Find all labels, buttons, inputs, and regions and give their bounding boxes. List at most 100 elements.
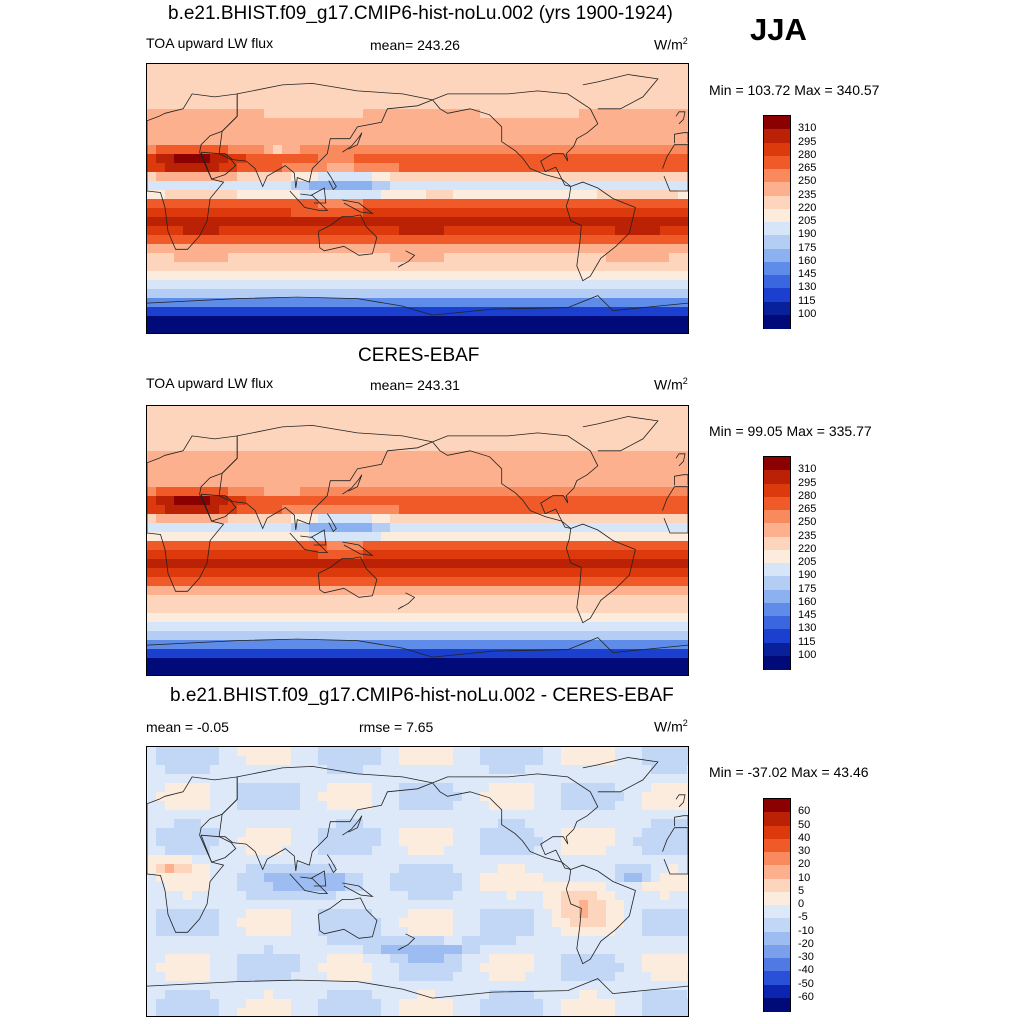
field-cell bbox=[327, 154, 337, 164]
field-cell bbox=[615, 505, 625, 515]
field-cell bbox=[426, 154, 436, 164]
field-cell bbox=[201, 783, 211, 793]
field-cell bbox=[453, 172, 463, 182]
field-cell bbox=[489, 613, 499, 623]
field-cell bbox=[552, 100, 562, 110]
field-cell bbox=[291, 882, 301, 892]
field-cell bbox=[282, 631, 292, 641]
field-cell bbox=[282, 253, 292, 263]
field-cell bbox=[651, 145, 661, 155]
field-cell bbox=[507, 909, 517, 919]
field-cell bbox=[300, 514, 310, 524]
field-cell bbox=[165, 478, 175, 488]
field-cell bbox=[408, 451, 418, 461]
field-cell bbox=[300, 442, 310, 452]
field-cell bbox=[228, 631, 238, 641]
field-cell bbox=[381, 900, 391, 910]
field-cell bbox=[498, 918, 508, 928]
field-cell bbox=[210, 774, 220, 784]
field-cell bbox=[687, 855, 688, 865]
colorbar-tick-label: 190 bbox=[798, 228, 817, 241]
field-cell bbox=[417, 442, 427, 452]
field-cell bbox=[147, 64, 157, 74]
field-cell bbox=[219, 307, 229, 317]
field-cell bbox=[201, 460, 211, 470]
field-cell bbox=[480, 658, 490, 668]
field-cell bbox=[570, 622, 580, 632]
field-cell bbox=[147, 631, 157, 641]
field-cell bbox=[651, 774, 661, 784]
field-cell bbox=[669, 873, 679, 883]
field-cell bbox=[462, 172, 472, 182]
field-cell bbox=[147, 82, 157, 92]
field-cell bbox=[525, 559, 535, 569]
field-cell bbox=[642, 127, 652, 137]
field-cell bbox=[435, 325, 445, 333]
field-cell bbox=[156, 325, 166, 333]
field-cell bbox=[480, 873, 490, 883]
field-cell bbox=[642, 172, 652, 182]
field-cell bbox=[327, 226, 337, 236]
field-cell bbox=[579, 118, 589, 128]
field-cell bbox=[399, 190, 409, 200]
field-cell bbox=[282, 325, 292, 333]
field-cell bbox=[282, 73, 292, 83]
field-cell bbox=[426, 262, 436, 272]
field-cell bbox=[228, 604, 238, 614]
field-cell bbox=[687, 154, 688, 164]
field-cell bbox=[219, 532, 229, 542]
field-cell bbox=[246, 298, 256, 308]
field-cell bbox=[282, 604, 292, 614]
field-cell bbox=[561, 199, 571, 209]
field-cell bbox=[561, 271, 571, 281]
field-cell bbox=[273, 433, 283, 443]
field-cell bbox=[192, 271, 202, 281]
field-cell bbox=[543, 882, 553, 892]
field-cell bbox=[291, 909, 301, 919]
field-cell bbox=[273, 136, 283, 146]
field-cell bbox=[633, 873, 643, 883]
field-cell bbox=[534, 118, 544, 128]
field-cell bbox=[246, 469, 256, 479]
field-cell bbox=[273, 172, 283, 182]
field-cell bbox=[606, 316, 616, 326]
field-cell bbox=[660, 514, 670, 524]
field-cell bbox=[156, 496, 166, 506]
field-cell bbox=[345, 136, 355, 146]
field-cell bbox=[300, 667, 310, 675]
field-cell bbox=[363, 451, 373, 461]
field-cell bbox=[633, 891, 643, 901]
field-cell bbox=[255, 918, 265, 928]
field-cell bbox=[615, 595, 625, 605]
field-cell bbox=[453, 244, 463, 254]
field-cell bbox=[498, 649, 508, 659]
field-cell bbox=[192, 532, 202, 542]
field-cell bbox=[426, 208, 436, 218]
field-cell bbox=[147, 217, 157, 227]
field-cell bbox=[444, 765, 454, 775]
field-cell bbox=[345, 774, 355, 784]
field-cell bbox=[444, 649, 454, 659]
field-cell bbox=[390, 208, 400, 218]
field-cell bbox=[174, 891, 184, 901]
field-cell bbox=[588, 604, 598, 614]
field-cell bbox=[291, 154, 301, 164]
field-cell bbox=[201, 523, 211, 533]
field-cell bbox=[435, 307, 445, 317]
field-cell bbox=[246, 765, 256, 775]
field-cell bbox=[462, 433, 472, 443]
field-cell bbox=[471, 541, 481, 551]
field-cell bbox=[246, 909, 256, 919]
field-cell bbox=[669, 91, 679, 101]
field-cell bbox=[606, 613, 616, 623]
field-cell bbox=[552, 64, 562, 74]
field-cell bbox=[372, 649, 382, 659]
field-cell bbox=[309, 280, 319, 290]
field-cell bbox=[327, 604, 337, 614]
field-cell bbox=[246, 73, 256, 83]
field-cell bbox=[147, 262, 157, 272]
field-cell bbox=[282, 819, 292, 829]
field-cell bbox=[408, 253, 418, 263]
field-cell bbox=[237, 145, 247, 155]
field-cell bbox=[507, 765, 517, 775]
